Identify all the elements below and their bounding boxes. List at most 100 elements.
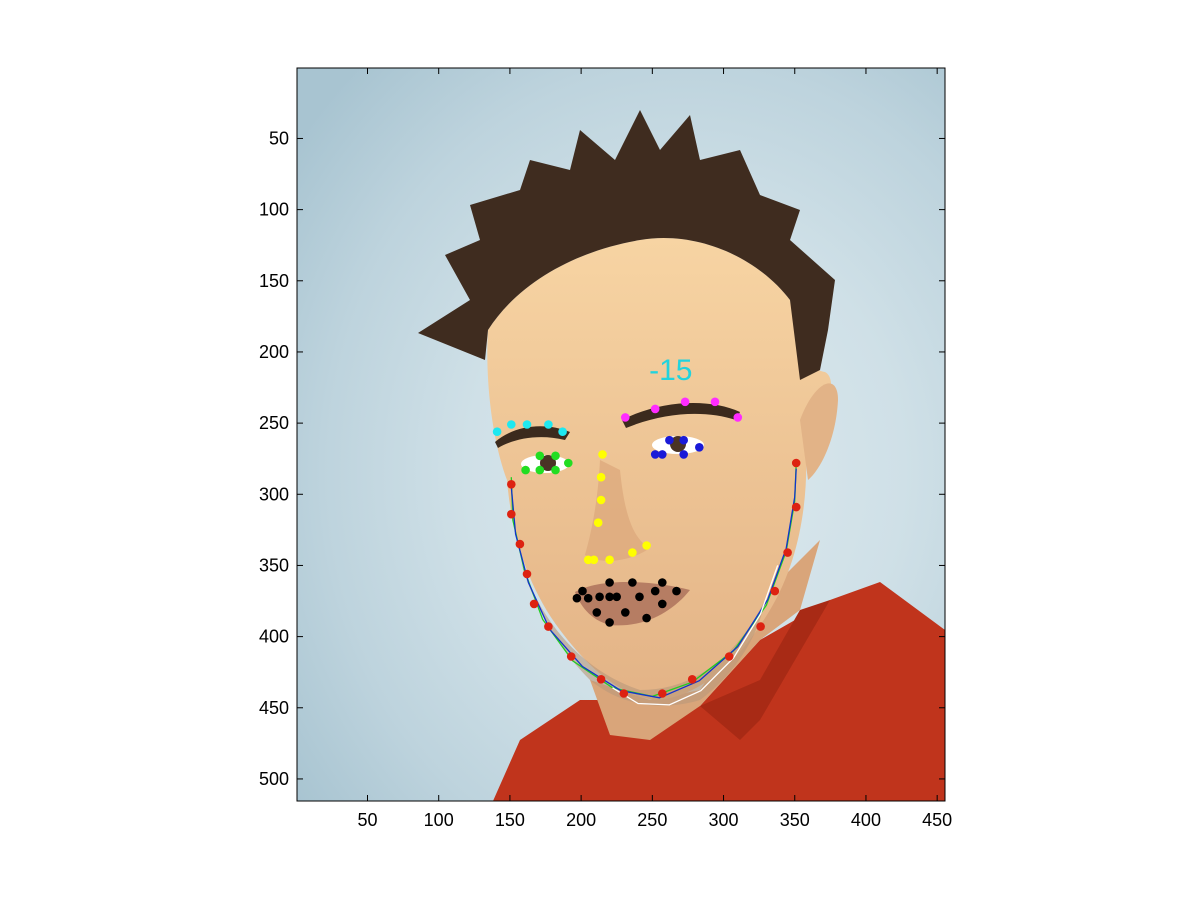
beard-shape [520,560,765,706]
x-tick-label: 250 [637,810,667,830]
landmark-point [566,652,576,661]
landmark-point [679,450,688,459]
y-tick-label: 250 [259,413,289,433]
landmark-point [642,613,651,623]
y-tick-label: 200 [259,342,289,362]
x-tick-label: 450 [922,810,952,830]
landmark-point [724,652,734,661]
landmark-point [605,578,614,587]
landmark-point [592,608,602,617]
landmark-point [770,586,780,596]
landmark-point [583,593,593,603]
landmark-point [535,465,545,475]
angle-annotation: -15 [649,354,692,387]
landmark-points [492,397,801,698]
portrait-image [297,68,945,801]
landmark-point [544,622,553,631]
landmark-point [621,413,630,422]
landmark-point [650,450,660,459]
landmark-point [680,397,690,407]
landmark-point [791,502,801,512]
landmark-point [621,608,630,617]
landmark-point [535,451,545,461]
landmark-point [658,689,667,698]
landmark-point [529,599,539,609]
y-tick-label: 450 [259,698,289,718]
x-tick-label: 300 [709,810,739,830]
landmark-point [635,592,644,602]
landmark-point [650,404,660,414]
shirt-collar [700,600,830,740]
fit-curve-1 [510,468,797,699]
landmark-point [551,465,560,475]
fit-curve-2 [612,565,779,706]
neck-shape [590,540,820,740]
hair-shape [418,110,835,380]
x-tick-label: 400 [851,810,881,830]
landmark-point [695,443,704,452]
landmark-point [791,458,801,468]
landmark-point [658,599,667,609]
shirt-shape [493,582,945,801]
landmark-point [507,509,516,519]
x-tick-label: 50 [357,810,377,830]
landmark-point [783,548,792,557]
landmark-point [522,420,532,429]
x-tick-label: 200 [566,810,596,830]
landmark-point [665,435,674,445]
landmark-point [492,427,502,437]
landmark-point [507,420,516,429]
y-tick-label: 400 [259,627,289,647]
landmark-point [605,618,614,627]
landmark-point [628,548,637,557]
landmark-point [628,578,637,587]
landmark-point [589,555,599,565]
nose-shape [585,460,650,561]
face-shape [487,238,832,701]
landmark-point [522,569,532,579]
y-tick-label: 300 [259,484,289,504]
landmark-point [687,675,697,684]
landmark-point [596,472,606,482]
landmark-point [551,451,560,461]
y-tick-label: 350 [259,555,289,575]
x-tick-label: 350 [780,810,810,830]
landmark-point [596,495,606,505]
landmark-point [544,420,553,429]
landmark-point [642,541,651,550]
landmark-point [596,675,606,684]
landmark-point [598,450,607,459]
landmark-point [593,518,603,527]
y-tick-label: 500 [259,769,289,789]
landmark-point [612,592,621,602]
landmark-point [515,539,525,549]
landmark-point [605,555,614,565]
landmark-point [605,592,614,602]
landmark-point [558,427,567,437]
landmark-point [650,586,660,596]
landmark-point [679,435,688,445]
landmark-point [733,413,743,422]
landmark-point [578,586,587,596]
y-tick-label: 150 [259,271,289,291]
landmark-point [672,586,681,596]
landmark-point [619,689,629,698]
x-tick-label: 150 [495,810,525,830]
y-tick-label: 100 [259,200,289,220]
mouth-shape [575,582,690,626]
landmark-point [595,592,604,602]
landmark-point [564,458,573,468]
axis-ticks: 50 100 150 200 250 300 350 400 450 50 100 150 200 250… [259,68,952,830]
landmark-point [756,622,765,631]
landmark-point [521,465,530,475]
axes-frame [296,67,946,802]
landmark-point [658,578,667,587]
landmark-point [710,397,720,407]
landmark-point [658,450,667,459]
landmark-point [507,480,516,489]
y-tick-label: 50 [269,128,289,148]
left-brow-shape [495,426,570,448]
x-tick-label: 100 [424,810,454,830]
ear-shape [800,383,838,480]
